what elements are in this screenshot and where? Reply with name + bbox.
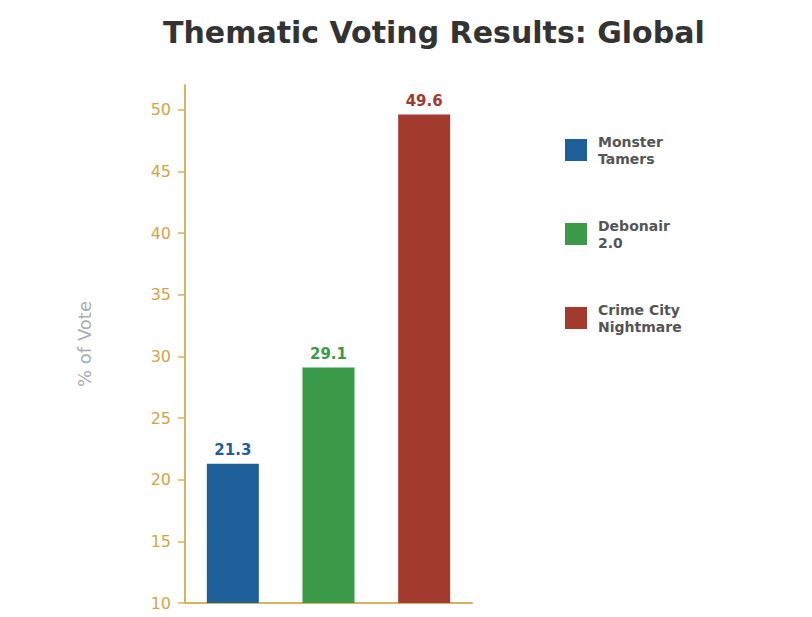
svg-text:49.6: 49.6 bbox=[406, 92, 443, 110]
svg-text:30: 30 bbox=[151, 347, 171, 366]
svg-text:20: 20 bbox=[151, 470, 171, 489]
svg-text:29.1: 29.1 bbox=[310, 345, 347, 363]
svg-text:50: 50 bbox=[151, 100, 171, 119]
svg-text:25: 25 bbox=[151, 409, 171, 428]
svg-text:Debonair: Debonair bbox=[598, 218, 670, 234]
svg-text:21.3: 21.3 bbox=[214, 441, 251, 459]
svg-text:Monster: Monster bbox=[598, 134, 663, 150]
svg-text:Crime City: Crime City bbox=[598, 302, 680, 318]
svg-text:Nightmare: Nightmare bbox=[598, 319, 682, 335]
svg-text:% of Vote: % of Vote bbox=[74, 301, 95, 387]
svg-text:Thematic Voting Results: Globa: Thematic Voting Results: Global bbox=[163, 15, 705, 50]
svg-text:35: 35 bbox=[151, 285, 171, 304]
svg-text:10: 10 bbox=[151, 594, 171, 613]
svg-text:Tamers: Tamers bbox=[598, 151, 655, 167]
svg-text:40: 40 bbox=[151, 224, 171, 243]
svg-text:15: 15 bbox=[151, 532, 171, 551]
svg-text:45: 45 bbox=[151, 162, 171, 181]
svg-text:2.0: 2.0 bbox=[598, 235, 623, 251]
